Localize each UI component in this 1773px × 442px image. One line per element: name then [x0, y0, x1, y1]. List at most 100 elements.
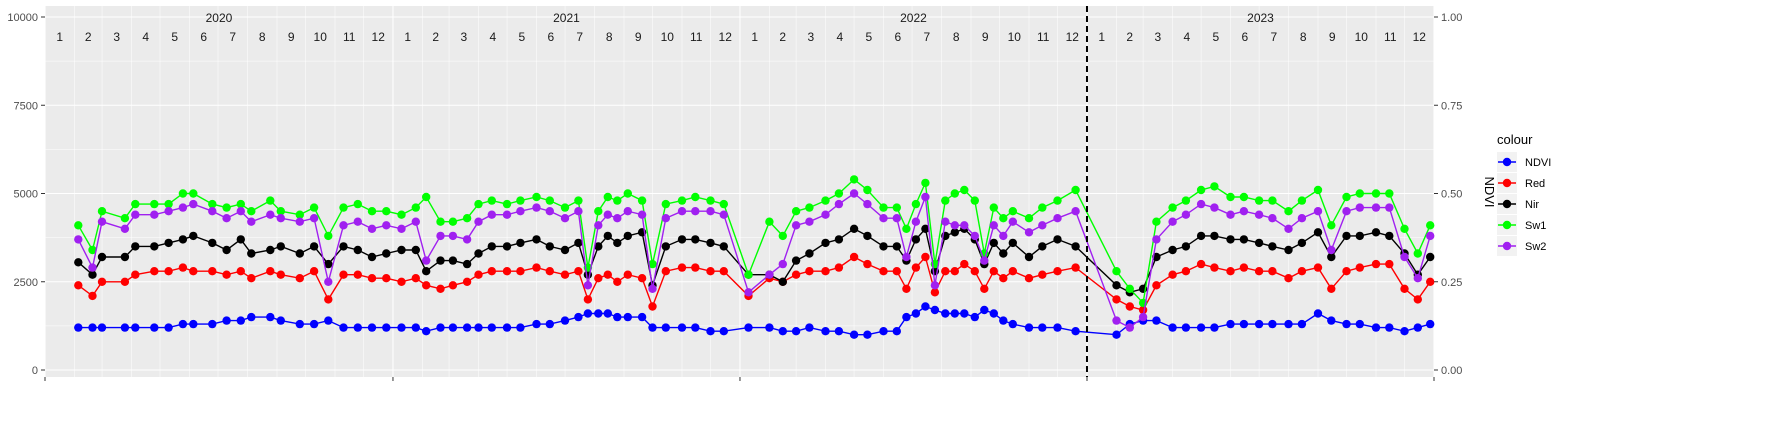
data-point-red	[1254, 267, 1264, 276]
data-point-red	[980, 284, 989, 293]
month-label: 10	[661, 30, 675, 44]
axes: 0 2500 5000 7500 10000 0.00 0.25 0.50 0.75 1.00	[7, 12, 1462, 381]
data-point-nir	[1371, 228, 1381, 237]
data-point-ndvi	[1181, 323, 1191, 332]
data-point-red	[247, 274, 256, 283]
data-point-nir	[950, 228, 959, 237]
data-point-sw1	[276, 207, 285, 216]
data-point-nir	[1268, 242, 1277, 251]
data-point-sw2	[930, 281, 940, 290]
data-point-sw2	[1327, 245, 1336, 255]
data-point-sw1	[422, 192, 431, 202]
data-point-sw1	[353, 199, 362, 209]
data-point-sw1	[487, 196, 496, 205]
data-point-ndvi	[189, 319, 198, 329]
data-point-nir	[999, 249, 1008, 258]
data-point-nir	[276, 242, 285, 251]
data-point-nir	[719, 242, 728, 251]
data-point-nir	[613, 238, 622, 248]
data-point-sw1	[1152, 217, 1161, 226]
data-point-red	[892, 267, 901, 276]
data-point-nir	[487, 242, 496, 251]
data-point-sw2	[1313, 207, 1323, 216]
data-point-sw2	[474, 217, 483, 226]
left-tick-label: 7500	[14, 100, 38, 112]
data-point-sw2	[178, 203, 188, 212]
data-point-sw1	[863, 185, 872, 195]
data-point-sw2	[594, 221, 603, 230]
data-point-sw1	[462, 214, 472, 223]
data-point-sw2	[448, 231, 458, 241]
data-point-red	[1426, 277, 1435, 286]
data-point-ndvi	[236, 316, 245, 325]
data-point-sw1	[1297, 196, 1307, 205]
data-point-sw2	[1112, 316, 1121, 325]
data-point-ndvi	[276, 316, 285, 325]
data-point-red	[324, 295, 333, 304]
month-label: 1	[56, 30, 63, 44]
data-point-nir	[574, 238, 583, 248]
data-point-sw2	[411, 217, 420, 226]
data-point-ndvi	[97, 323, 107, 332]
data-point-sw2	[661, 214, 670, 223]
data-point-sw1	[1181, 196, 1191, 205]
data-point-sw1	[208, 199, 217, 209]
data-point-red	[691, 263, 700, 272]
data-point-red	[120, 277, 130, 286]
data-point-ndvi	[382, 323, 391, 332]
data-point-red	[150, 267, 159, 276]
month-label: 2	[1126, 30, 1133, 44]
data-point-red	[902, 284, 911, 293]
data-point-nir	[1071, 242, 1080, 251]
data-point-sw1	[603, 192, 612, 202]
data-point-red	[970, 267, 979, 276]
data-point-ndvi	[970, 312, 979, 322]
data-point-ndvi	[1342, 319, 1351, 329]
data-point-nir	[1112, 281, 1121, 290]
data-point-ndvi	[532, 319, 541, 329]
data-point-sw2	[164, 207, 173, 216]
data-point-sw1	[516, 196, 525, 205]
data-point-ndvi	[778, 327, 787, 336]
data-point-sw2	[436, 231, 445, 241]
data-point-nir	[462, 259, 472, 269]
month-label: 7	[1270, 30, 1277, 44]
data-point-ndvi	[603, 309, 612, 318]
data-point-red	[516, 267, 525, 276]
data-point-nir	[849, 224, 859, 233]
year-label: 2021	[553, 11, 580, 25]
data-point-red	[382, 274, 391, 283]
data-point-sw1	[474, 199, 483, 209]
data-point-sw2	[1024, 228, 1034, 237]
data-point-ndvi	[980, 305, 989, 315]
data-point-sw1	[266, 196, 275, 205]
data-point-sw2	[989, 221, 998, 230]
data-point-sw1	[411, 203, 420, 212]
data-point-sw1	[397, 210, 406, 219]
data-point-ndvi	[648, 323, 657, 332]
left-tick-label: 2500	[14, 277, 38, 289]
data-point-ndvi	[911, 309, 921, 318]
left-tick-label: 5000	[14, 189, 38, 201]
data-point-ndvi	[295, 319, 304, 329]
legend: colour NDVI Red Nir Sw1 Sw2	[1497, 132, 1551, 256]
data-point-sw1	[765, 217, 774, 226]
data-point-sw2	[545, 207, 554, 216]
data-point-sw2	[295, 217, 304, 226]
data-point-ndvi	[1071, 327, 1080, 336]
data-point-sw1	[309, 203, 319, 212]
data-point-ndvi	[1327, 316, 1336, 325]
left-tick-label: 10000	[7, 12, 38, 24]
year-label: 2023	[1247, 11, 1274, 25]
data-point-ndvi	[791, 327, 801, 336]
data-point-sw1	[1327, 221, 1336, 230]
month-label: 8	[606, 30, 613, 44]
data-point-sw1	[247, 207, 256, 216]
data-point-red	[532, 263, 541, 272]
gridlines	[44, 6, 1435, 377]
legend-label-ndvi: NDVI	[1525, 157, 1551, 169]
data-point-red	[1181, 267, 1191, 276]
data-point-ndvi	[765, 323, 774, 332]
